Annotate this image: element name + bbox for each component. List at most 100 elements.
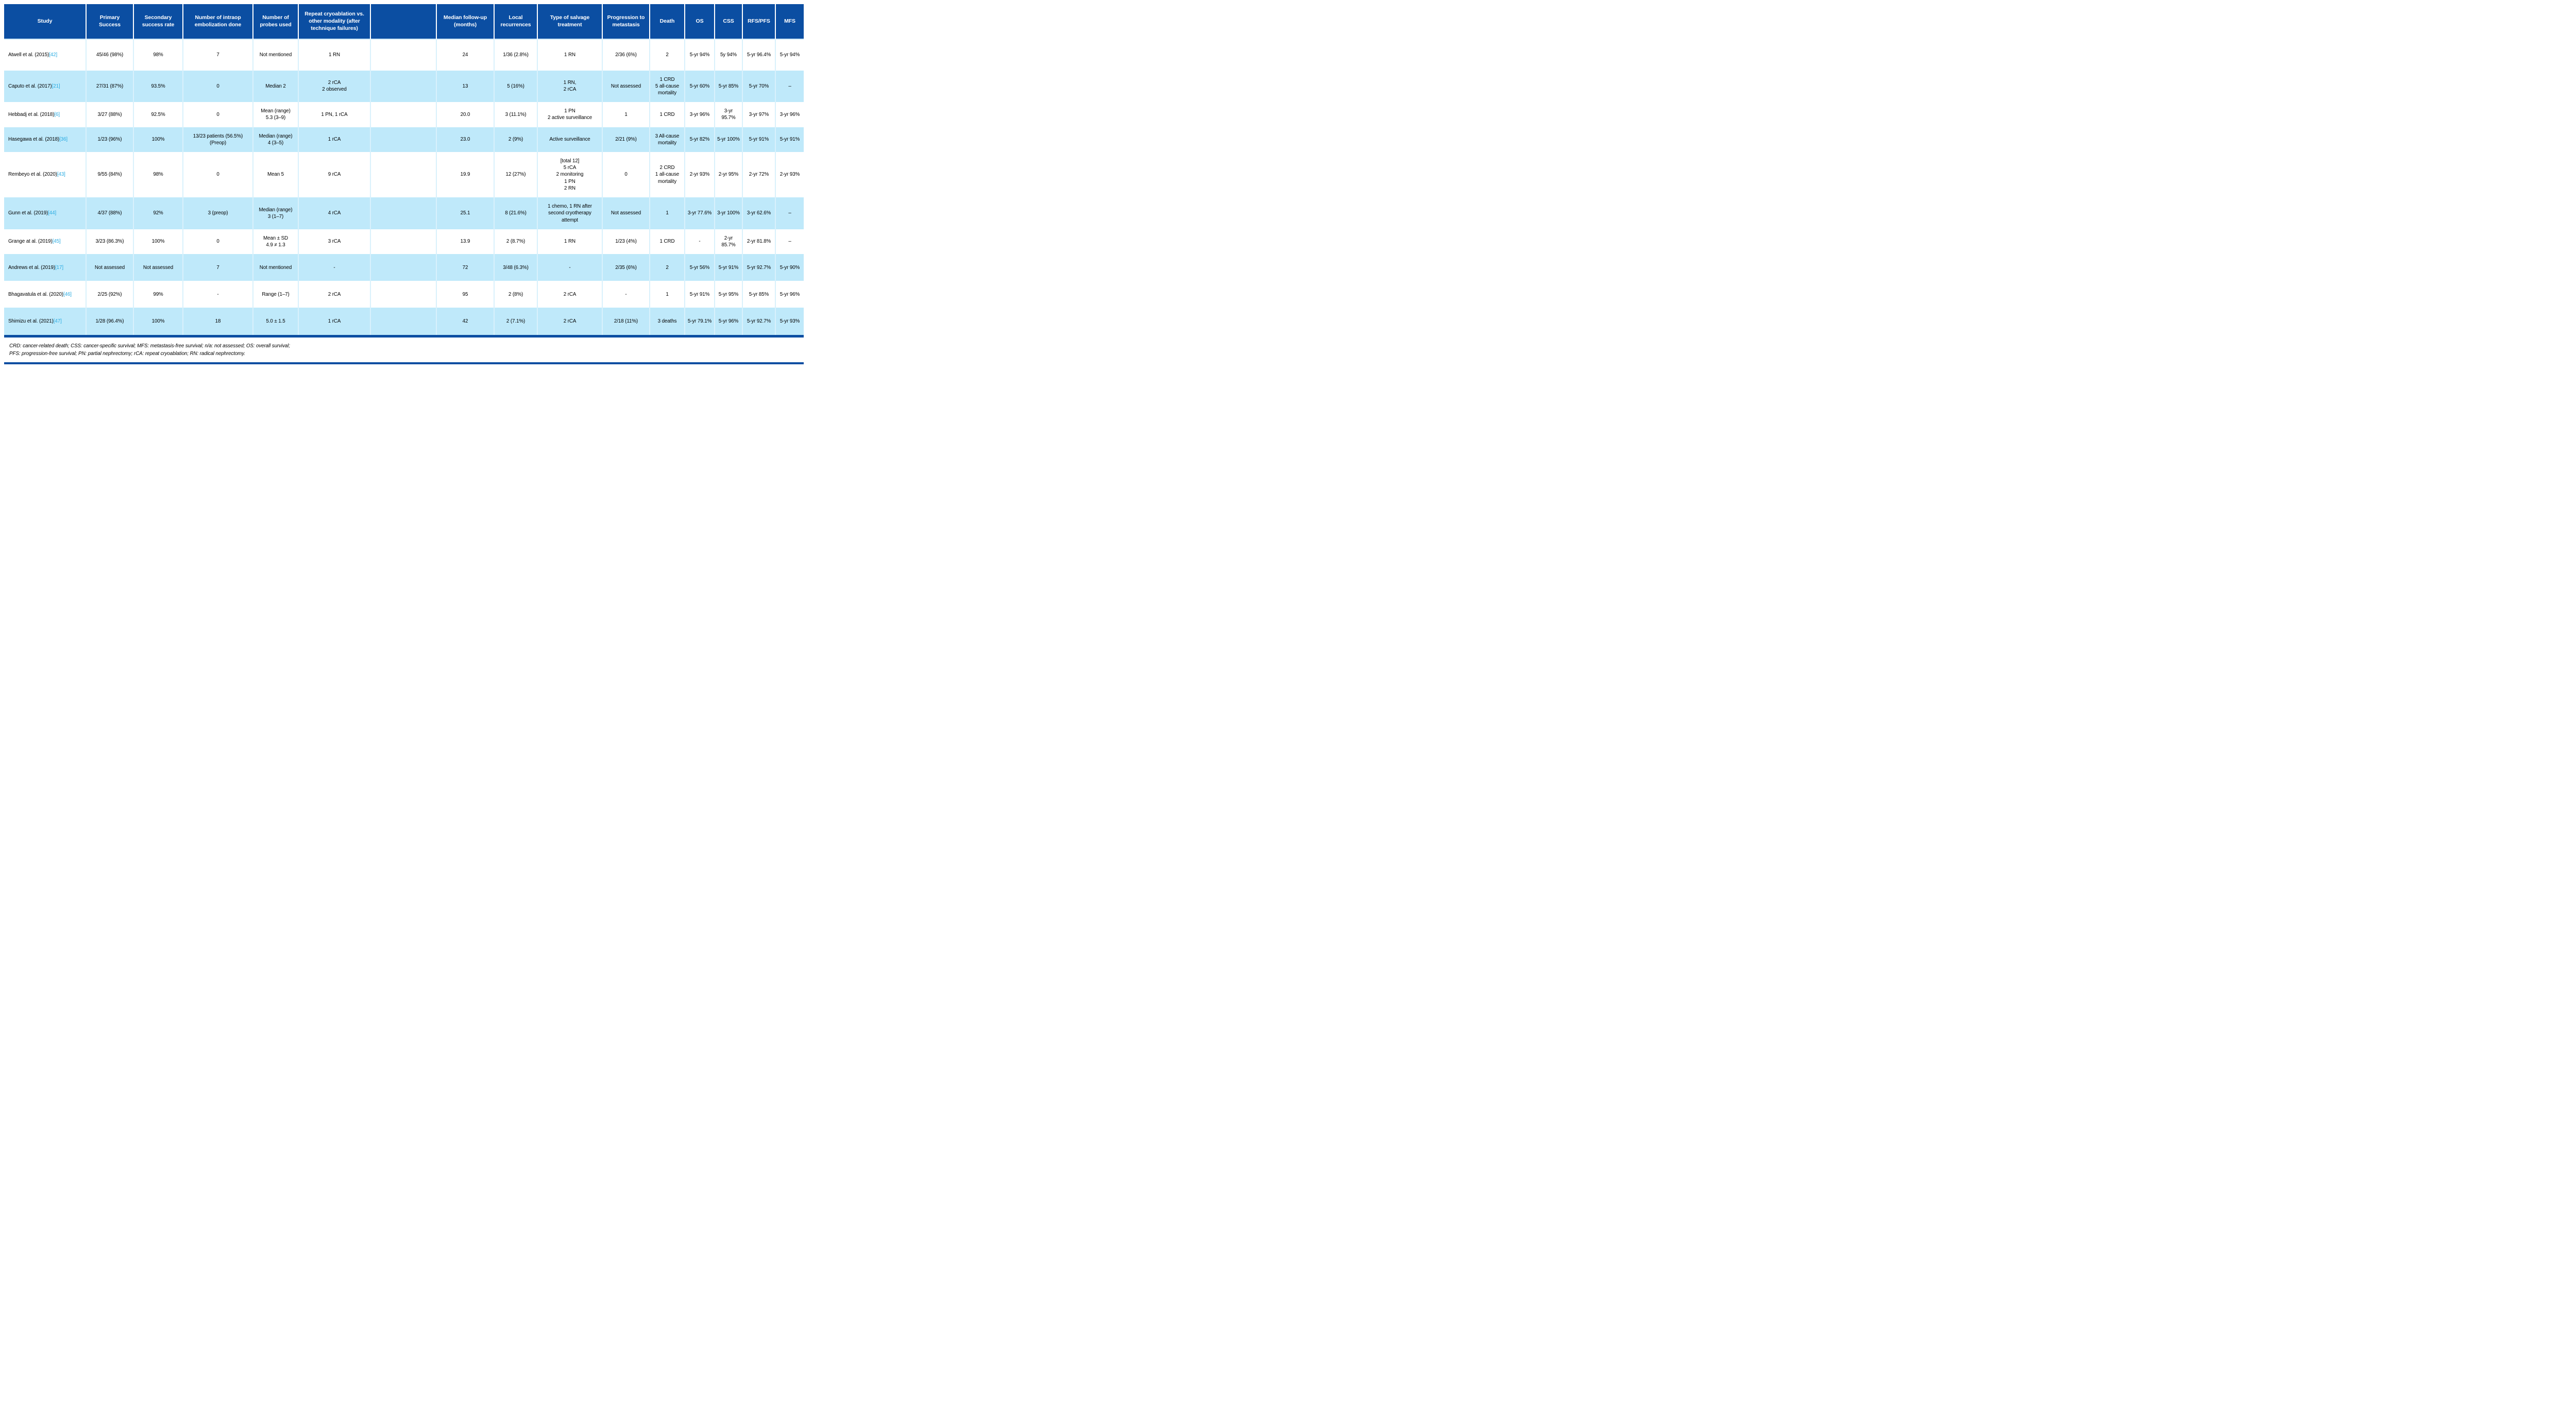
citation-link[interactable]: [21] [52, 83, 60, 89]
study-name: Hebbadj et al. (2018) [8, 111, 55, 117]
cell-spacer [371, 102, 437, 127]
column-header-os: OS [685, 4, 715, 40]
cell-progression_to_metastasis: 2/35 (6%) [603, 254, 650, 281]
table-row: Hasegawa et al. (2018)[36] 1/23 (96%) 100%… [4, 127, 804, 153]
study-name: Bhagavatula et al. (2020) [8, 291, 63, 297]
cell-median_followup_months: 23.0 [437, 127, 495, 153]
table-row: Atwell et al. (2015)[42] 45/46 (98%) 98% 7 N… [4, 39, 804, 71]
cell-os: 2-yr 93% [685, 152, 715, 198]
column-header-median_followup_months: Median follow-up (months) [437, 4, 495, 40]
citation-link[interactable]: [47] [53, 318, 62, 325]
cell-secondary_success_rate: 92% [134, 197, 183, 229]
cell-salvage_treatment: - [538, 254, 603, 281]
cell-secondary_success_rate: 100% [134, 308, 183, 335]
study-name: Atwell et al. (2015) [8, 52, 49, 58]
cell-progression_to_metastasis: Not assessed [603, 197, 650, 229]
cell-study: Grange at al. (2019)[45] [4, 229, 87, 255]
cell-death: 1 CRD 5 all-cause mortality [650, 70, 685, 103]
footnote-bottom-rule [4, 362, 804, 364]
cell-probes_used: Median (range) 3 (1–7) [253, 197, 299, 229]
cell-spacer [371, 127, 437, 153]
cell-rfs_pfs: 5-yr 85% [743, 281, 776, 308]
column-header-primary_success: Primary Success [87, 4, 134, 40]
cell-css: 5-yr 95% [715, 281, 743, 308]
cell-local_recurrences: 2 (8.7%) [495, 229, 538, 255]
cell-mfs: 5-yr 93% [776, 308, 804, 335]
study-name: Caputo et al. (2017) [8, 83, 52, 89]
column-header-intraop_embolization: Number of intraop embolization done [183, 4, 253, 40]
cell-median_followup_months: 25.1 [437, 197, 495, 229]
cell-progression_to_metastasis: 1/23 (4%) [603, 229, 650, 255]
cell-css: 5-yr 91% [715, 254, 743, 281]
cell-rfs_pfs: 3-yr 62.6% [743, 197, 776, 229]
cell-css: 2-yr 95% [715, 152, 743, 198]
cell-progression_to_metastasis: 2/36 (6%) [603, 39, 650, 71]
cell-median_followup_months: 24 [437, 39, 495, 71]
cell-probes_used: Mean 5 [253, 152, 299, 198]
cell-repeat_cryo_vs_other: 1 RN [299, 39, 371, 71]
citation-link[interactable]: [17] [55, 264, 63, 271]
cell-local_recurrences: 12 (27%) [495, 152, 538, 198]
cell-css: 5-yr 96% [715, 308, 743, 335]
cell-study: Shimizu et al. (2021)[47] [4, 308, 87, 335]
cell-death: 1 [650, 281, 685, 308]
cell-css: 5-yr 85% [715, 70, 743, 103]
cell-death: 2 [650, 39, 685, 71]
cell-spacer [371, 229, 437, 255]
citation-link[interactable]: [44] [48, 210, 57, 216]
cell-rfs_pfs: 5-yr 70% [743, 70, 776, 103]
cell-rfs_pfs: 5-yr 92.7% [743, 308, 776, 335]
cell-spacer [371, 254, 437, 281]
cell-median_followup_months: 13.9 [437, 229, 495, 255]
cell-salvage_treatment: 1 RN [538, 39, 603, 71]
cell-death: 2 CRD 1 all-cause mortality [650, 152, 685, 198]
citation-link[interactable]: [43] [57, 172, 65, 178]
table-body: Atwell et al. (2015)[42] 45/46 (98%) 98% 7 N… [4, 39, 804, 335]
cell-progression_to_metastasis: - [603, 281, 650, 308]
column-header-spacer [371, 4, 437, 40]
cell-local_recurrences: 2 (9%) [495, 127, 538, 153]
cell-study: Hebbadj et al. (2018)[6] [4, 102, 87, 127]
cell-repeat_cryo_vs_other: 1 PN, 1 rCA [299, 102, 371, 127]
citation-link[interactable]: [45] [52, 239, 61, 245]
cell-spacer [371, 70, 437, 103]
column-header-mfs: MFS [776, 4, 804, 40]
cell-salvage_treatment: 2 rCA [538, 308, 603, 335]
citation-link[interactable]: [36] [59, 137, 68, 143]
study-name: Shimizu et al. (2021) [8, 318, 54, 325]
citation-link[interactable]: [46] [63, 291, 72, 297]
cell-intraop_embolization: 3 (preop) [183, 197, 253, 229]
citation-link[interactable]: [42] [49, 52, 58, 58]
column-header-css: CSS [715, 4, 743, 40]
citation-link[interactable]: [6] [54, 111, 60, 117]
cell-salvage_treatment: [total 12] 5 rCA 2 monitoring 1 PN 2 RN [538, 152, 603, 198]
cell-probes_used: Median 2 [253, 70, 299, 103]
cell-intraop_embolization: 13/23 patients (56.5%) (Preop) [183, 127, 253, 153]
column-header-salvage_treatment: Type of salvage treatment [538, 4, 603, 40]
cell-repeat_cryo_vs_other: 2 rCA [299, 281, 371, 308]
cell-secondary_success_rate: 98% [134, 152, 183, 198]
cell-salvage_treatment: Active surveillance [538, 127, 603, 153]
cell-study: Rembeyo et al. (2020)[43] [4, 152, 87, 198]
cell-spacer [371, 39, 437, 71]
cell-intraop_embolization: 0 [183, 229, 253, 255]
cell-study: Andrews et al. (2019)[17] [4, 254, 87, 281]
study-name: Gunn et al. (2019) [8, 210, 48, 216]
cell-primary_success: 3/23 (86.3%) [87, 229, 134, 255]
cell-mfs: 5-yr 91% [776, 127, 804, 153]
cell-repeat_cryo_vs_other: 4 rCA [299, 197, 371, 229]
cell-primary_success: 1/28 (96.4%) [87, 308, 134, 335]
cell-median_followup_months: 19.9 [437, 152, 495, 198]
study-name: Andrews et al. (2019) [8, 264, 56, 271]
cell-os: 5-yr 79.1% [685, 308, 715, 335]
footnote-line-1: CRD: cancer-related death; CSS: cancer-s… [9, 343, 290, 349]
cell-css: 3-yr 95.7% [715, 102, 743, 127]
cell-study: Gunn et al. (2019)[44] [4, 197, 87, 229]
table-row: Andrews et al. (2019)[17] Not assessed Not… [4, 254, 804, 281]
table-row: Shimizu et al. (2021)[47] 1/28 (96.4%) 100… [4, 308, 804, 335]
cell-css: 2-yr 85.7% [715, 229, 743, 255]
cell-repeat_cryo_vs_other: 3 rCA [299, 229, 371, 255]
cell-intraop_embolization: 0 [183, 70, 253, 103]
column-header-progression_to_metastasis: Progression to metastasis [603, 4, 650, 40]
cell-median_followup_months: 42 [437, 308, 495, 335]
